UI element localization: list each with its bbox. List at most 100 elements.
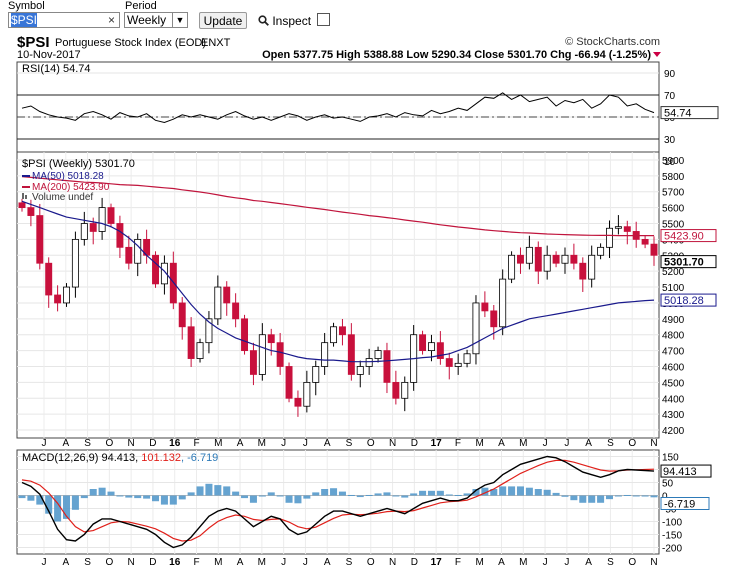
macd-hist-bar — [534, 489, 542, 496]
toolbar: Symbol $PSI × Period Weekly ▼ Update Ins… — [0, 0, 752, 32]
svg-text:94.413: 94.413 — [663, 466, 697, 478]
macd-hist-bar — [347, 494, 355, 496]
candle-up — [454, 353, 462, 375]
candle-body — [579, 262, 587, 280]
inspect-toggle[interactable]: Inspect — [258, 13, 331, 28]
candle-body — [490, 310, 498, 328]
macd-signal-line — [21, 459, 655, 542]
rsi-tick-label: 70 — [664, 91, 676, 102]
candle-up — [597, 243, 605, 260]
candle-down — [445, 352, 453, 380]
magnifier-icon — [258, 15, 269, 26]
period-select-value: Weekly — [127, 13, 167, 27]
candle-up — [614, 215, 622, 235]
macd-hist-bar — [641, 495, 649, 497]
ohlc-readout: Open 5377.75 High 5388.88 Low 5290.34 Cl… — [262, 49, 651, 61]
candle-down — [347, 323, 355, 381]
macd-x-tick-label: J — [303, 557, 308, 568]
macd-x-tick-label: 16 — [169, 557, 181, 568]
macd-hist-bar — [472, 489, 480, 496]
candle-body — [481, 302, 489, 312]
candle-up — [499, 269, 507, 336]
macd-hist-bar — [152, 495, 160, 502]
candle-body — [561, 254, 569, 264]
macd-hist-bar — [543, 489, 551, 496]
macd-x-tick-label: O — [105, 557, 113, 568]
candle-down — [570, 243, 578, 270]
candle-up — [588, 245, 596, 288]
price-x-tick-label: D — [149, 438, 156, 449]
candle-body — [419, 334, 427, 352]
candle-down — [178, 297, 186, 340]
candle-body — [392, 381, 400, 399]
rsi-title: RSI(14) 54.74 — [22, 63, 90, 75]
macd-hist-bar — [169, 495, 177, 505]
price-x-tick-label: A — [585, 438, 592, 449]
macd-hist-bar — [365, 494, 373, 496]
macd-tick-label: 50 — [662, 479, 674, 490]
macd-hist-bar — [499, 486, 507, 496]
candle-down — [338, 318, 346, 346]
candle-body — [27, 207, 35, 216]
macd-x-tick-label: F — [193, 557, 199, 568]
candle-body — [641, 238, 649, 245]
candle-body — [606, 227, 613, 248]
macd-hist-bar — [410, 493, 418, 496]
candle-body — [356, 366, 364, 375]
candle-down — [125, 235, 133, 270]
macd-hist-bar — [516, 486, 524, 496]
macd-hist-bar — [436, 490, 444, 496]
candle-down — [552, 251, 560, 268]
candle-body — [650, 243, 658, 256]
macd-hist-bar — [134, 495, 142, 499]
candle-body — [517, 254, 524, 264]
candle-body — [36, 215, 44, 264]
macd-hist-bar — [54, 495, 62, 522]
candle-down — [650, 236, 658, 266]
price-x-tick-label: M — [214, 438, 222, 449]
macd-hist-bar — [36, 495, 44, 505]
candle-body — [258, 334, 266, 375]
macd-x-tick-label: A — [324, 557, 331, 568]
inspect-label: Inspect — [272, 14, 312, 28]
price-x-tick-label: 16 — [169, 438, 181, 449]
macd-hist-bar — [552, 492, 560, 496]
macd-last-label: 94.413 — [660, 464, 712, 478]
rsi-last-label: 54.74 — [660, 106, 719, 120]
rsi-tick-label: 30 — [664, 135, 676, 146]
candle-body — [588, 254, 596, 280]
period-select[interactable]: Weekly ▼ — [124, 12, 188, 28]
macd-hist-bar — [276, 495, 284, 497]
candle-body — [107, 207, 115, 224]
candle-up — [374, 346, 382, 363]
candle-body — [196, 342, 204, 359]
candle-up — [205, 311, 213, 354]
candle-body — [152, 254, 159, 285]
inspect-checkbox[interactable] — [317, 13, 331, 26]
legend-ma50: MA(50) 5018.28 — [22, 171, 104, 182]
price-x-tick-label: A — [498, 438, 505, 449]
macd-x-tick-label: O — [628, 557, 636, 568]
macd-x-tick-label: M — [258, 557, 266, 568]
update-button[interactable]: Update — [199, 12, 247, 29]
macd-hist-bar — [490, 489, 498, 496]
macd-hist-bar — [27, 495, 35, 501]
candle-body — [508, 254, 516, 280]
macd-hist-bar — [116, 495, 124, 497]
clear-icon[interactable]: × — [107, 13, 115, 27]
candle-up — [214, 275, 222, 326]
candle-down — [579, 257, 587, 292]
price-x-tick-label: S — [607, 438, 614, 449]
macd-tick-label: 150 — [662, 453, 679, 464]
symbol-input[interactable]: $PSI × — [8, 12, 120, 28]
candle-body — [472, 302, 480, 355]
macd-line — [21, 455, 655, 549]
macd-hist-bar — [312, 492, 320, 496]
macd-hist-bar — [160, 495, 168, 505]
candle-body — [214, 286, 222, 320]
down-triangle-icon — [653, 52, 661, 57]
candle-down — [107, 203, 115, 228]
candle-down — [641, 235, 649, 249]
candle-up — [330, 322, 338, 347]
price-x-tick-label: 17 — [431, 438, 443, 449]
